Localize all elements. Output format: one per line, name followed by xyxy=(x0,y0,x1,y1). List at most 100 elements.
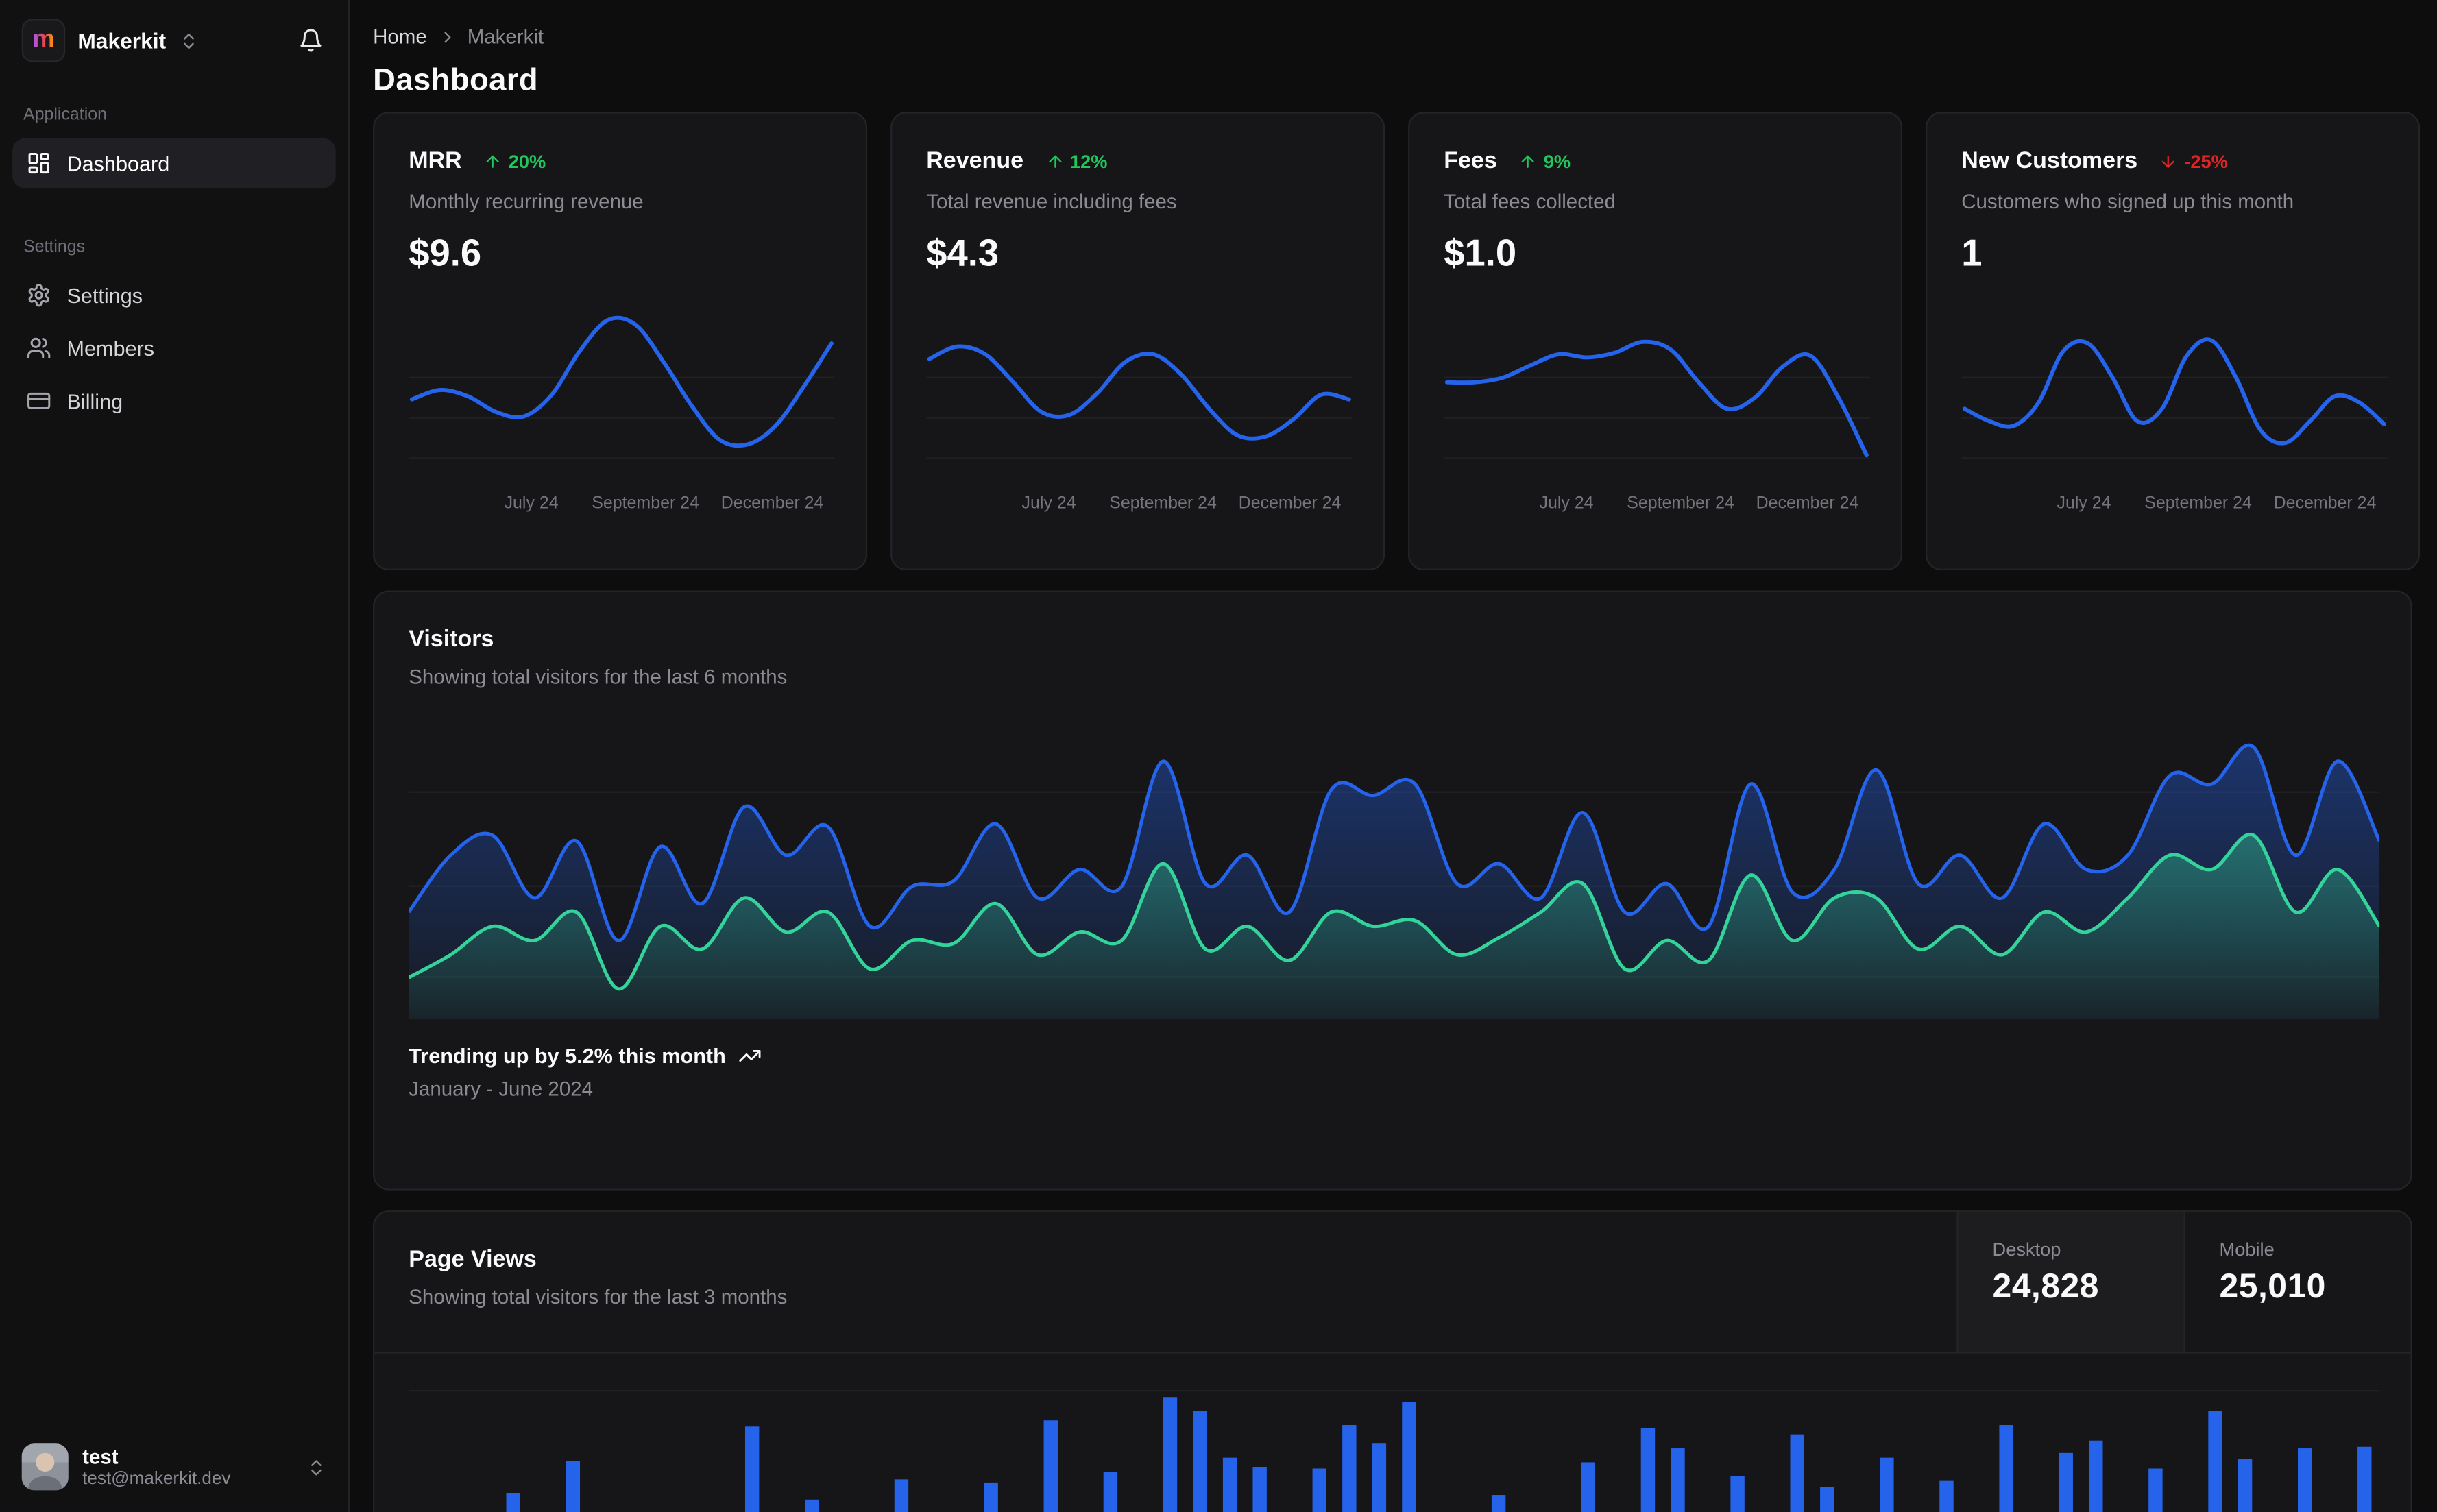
arrow-up-icon xyxy=(487,154,500,167)
trend-value: 9% xyxy=(1543,149,1571,172)
page-views-toggle: Desktop 24,828 Mobile 25,010 xyxy=(1956,1212,2410,1352)
axis-tick: July 24 xyxy=(1021,493,1076,513)
stat-subtitle: Monthly recurring revenue xyxy=(409,189,644,213)
workspace-switcher[interactable]: m Makerkit xyxy=(21,19,199,62)
x-axis-ticks: July 24 September 24 December 24 xyxy=(409,494,832,516)
stat-title: New Customers xyxy=(1961,147,2138,174)
credit-card-icon xyxy=(27,389,51,413)
sidebar-item-label: Billing xyxy=(66,389,123,413)
visitors-trend-text: Trending up by 5.2% this month xyxy=(409,1044,726,1068)
stat-card-revenue: Revenue 12% Total revenue including fees… xyxy=(890,112,1385,571)
breadcrumb-home-link[interactable]: Home xyxy=(373,25,427,49)
toggle-label: Desktop xyxy=(1992,1238,2061,1260)
visitors-footer: Trending up by 5.2% this month xyxy=(409,1045,2376,1068)
page-views-title: Page Views xyxy=(409,1246,537,1273)
visitors-date-range: January - June 2024 xyxy=(409,1077,594,1101)
sidebar-item-dashboard[interactable]: Dashboard xyxy=(12,138,336,188)
trend-badge: 20% xyxy=(483,150,546,172)
sparkline-chart: July 24 September 24 December 24 xyxy=(926,297,1353,516)
arrow-down-icon xyxy=(2162,154,2175,167)
axis-tick: July 24 xyxy=(1539,493,1594,513)
sparkline-chart: July 24 September 24 December 24 xyxy=(409,297,835,516)
stat-card-mrr: MRR 20% Monthly recurring revenue $9.6 J… xyxy=(373,112,868,571)
axis-tick: September 24 xyxy=(1627,493,1734,513)
nav-group-label-settings: Settings xyxy=(23,237,86,257)
stat-subtitle: Total revenue including fees xyxy=(926,189,1177,213)
sparkline-chart: July 24 September 24 December 24 xyxy=(1961,297,2388,516)
toggle-value: 24,828 xyxy=(1992,1266,2099,1306)
toggle-mobile[interactable]: Mobile 25,010 xyxy=(2183,1212,2410,1352)
page-views-bar-chart xyxy=(409,1390,2380,1512)
stat-card-new-customers: New Customers -25% Customers who signed … xyxy=(1926,112,2421,571)
layout-dashboard-icon xyxy=(27,151,51,175)
trend-badge: 9% xyxy=(1519,150,1571,172)
trend-value: -25% xyxy=(2184,149,2228,172)
axis-tick: December 24 xyxy=(1756,493,1859,513)
stat-value: $4.3 xyxy=(926,233,999,276)
page-views-chart-area xyxy=(374,1354,2410,1512)
workspace-name: Makerkit xyxy=(77,27,167,53)
users-icon xyxy=(27,336,51,361)
axis-tick: July 24 xyxy=(504,493,559,513)
sidebar-item-settings[interactable]: Settings xyxy=(12,270,336,320)
visitors-card: Visitors Showing total visitors for the … xyxy=(373,590,2412,1191)
sidebar-item-billing[interactable]: Billing xyxy=(12,376,336,426)
avatar xyxy=(21,1443,69,1491)
page-title: Dashboard xyxy=(373,63,539,98)
arrow-up-icon xyxy=(1522,154,1535,167)
user-email: test@makerkit.dev xyxy=(82,1469,231,1488)
axis-tick: September 24 xyxy=(2144,493,2252,513)
x-axis-ticks: July 24 September 24 December 24 xyxy=(1444,494,1867,516)
sidebar-item-members[interactable]: Members xyxy=(12,324,336,374)
stat-value: 1 xyxy=(1961,233,1983,276)
stat-value: $1.0 xyxy=(1444,233,1517,276)
axis-tick: September 24 xyxy=(592,493,699,513)
notifications-button[interactable] xyxy=(295,25,326,56)
sidebar-item-label: Settings xyxy=(66,283,143,307)
toggle-desktop[interactable]: Desktop 24,828 xyxy=(1956,1212,2184,1352)
trend-badge: 12% xyxy=(1045,150,1108,172)
trend-badge: -25% xyxy=(2159,150,2228,172)
axis-tick: December 24 xyxy=(1238,493,1342,513)
chevrons-up-down-icon xyxy=(183,32,194,48)
stat-subtitle: Customers who signed up this month xyxy=(1961,189,2294,213)
axis-tick: July 24 xyxy=(2057,493,2111,513)
x-axis-ticks: July 24 September 24 December 24 xyxy=(1961,494,2384,516)
stat-subtitle: Total fees collected xyxy=(1444,189,1616,213)
gear-icon xyxy=(27,283,51,308)
sidebar-item-label: Dashboard xyxy=(66,151,170,175)
breadcrumb-current: Makerkit xyxy=(467,25,544,49)
trend-value: 20% xyxy=(508,149,546,172)
main-content: Home Makerkit Dashboard MRR 20% Monthly … xyxy=(350,0,2437,1512)
breadcrumb: Home Makerkit xyxy=(350,0,2437,48)
nav-group-label-application: Application xyxy=(23,106,108,125)
user-info: test test@makerkit.dev xyxy=(82,1444,292,1489)
visitors-subtitle: Showing total visitors for the last 6 mo… xyxy=(409,665,788,689)
arrow-up-icon xyxy=(1048,154,1061,167)
axis-tick: December 24 xyxy=(720,493,824,513)
chevron-right-icon xyxy=(444,31,450,42)
toggle-label: Mobile xyxy=(2219,1238,2275,1260)
user-menu[interactable]: test test@makerkit.dev xyxy=(12,1435,336,1500)
axis-tick: December 24 xyxy=(2273,493,2377,513)
stat-card-fees: Fees 9% Total fees collected $1.0 July 2… xyxy=(1408,112,1903,571)
stat-title: Revenue xyxy=(926,147,1024,174)
bell-icon xyxy=(300,29,322,52)
user-name: test xyxy=(82,1444,119,1468)
stat-title: Fees xyxy=(1444,147,1497,174)
sparkline-chart: July 24 September 24 December 24 xyxy=(1444,297,1870,516)
axis-tick: September 24 xyxy=(1109,493,1217,513)
sidebar-item-label: Members xyxy=(66,336,155,360)
chevrons-up-down-icon xyxy=(311,1459,322,1475)
page-views-subtitle: Showing total visitors for the last 3 mo… xyxy=(409,1284,788,1308)
logo-letter: m xyxy=(32,26,55,53)
page-views-header: Page Views Showing total visitors for th… xyxy=(374,1212,2411,1354)
stat-cards-row: MRR 20% Monthly recurring revenue $9.6 J… xyxy=(373,112,2421,571)
sidebar-header: m Makerkit xyxy=(0,0,348,77)
visitors-area-chart xyxy=(409,743,2380,1020)
stat-value: $9.6 xyxy=(409,233,482,276)
sidebar: m Makerkit Application Dashboard Setting… xyxy=(0,0,350,1512)
visitors-title: Visitors xyxy=(409,626,494,653)
makerkit-logo: m xyxy=(21,19,66,62)
